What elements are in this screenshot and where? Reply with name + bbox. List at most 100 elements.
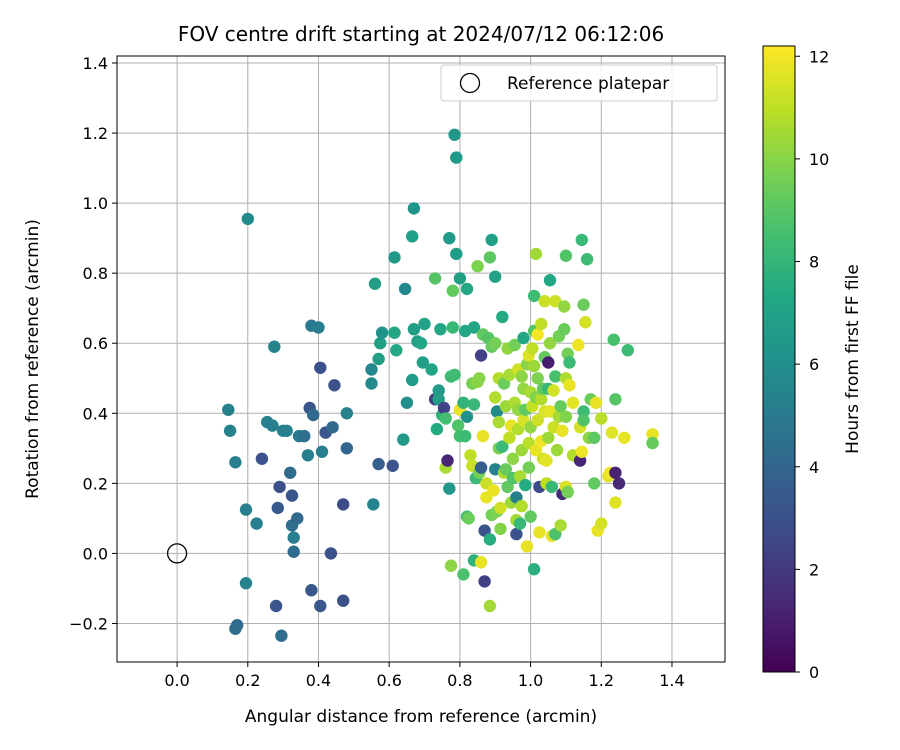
- colorbar-tick-label: 8: [809, 253, 819, 272]
- x-axis-ticks: 0.0 0.2 0.4 0.6 0.8 1.0 1.2 1.4: [164, 662, 685, 690]
- data-point: [390, 344, 403, 357]
- data-point: [326, 421, 339, 434]
- data-point: [434, 323, 447, 336]
- data-point: [563, 356, 576, 369]
- data-point: [418, 317, 431, 331]
- x-axis-label: Angular distance from reference (arcmin): [245, 707, 597, 727]
- data-point: [515, 370, 528, 383]
- colorbar-ticks: 0 2 4 6 8 10 12: [795, 47, 829, 682]
- data-point: [255, 452, 269, 465]
- chart-title: FOV centre drift starting at 2024/07/12 …: [178, 22, 664, 46]
- plot-frame: [116, 55, 726, 663]
- data-point: [457, 396, 470, 409]
- data-point: [588, 477, 601, 490]
- data-point: [428, 272, 442, 285]
- data-point: [312, 321, 325, 334]
- data-point: [605, 426, 619, 439]
- reference-point-marker: [166, 543, 188, 564]
- data-point: [464, 449, 477, 462]
- data-point: [437, 401, 451, 415]
- data-point: [559, 249, 573, 262]
- data-point: [621, 344, 634, 357]
- data-point: [545, 480, 558, 494]
- data-point: [550, 443, 564, 457]
- data-point: [492, 415, 505, 429]
- data-point: [496, 310, 509, 324]
- colorbar-tick-label: 2: [809, 560, 819, 579]
- data-point: [453, 272, 467, 285]
- data-point: [515, 499, 528, 513]
- data-point: [273, 480, 286, 494]
- data-point: [503, 431, 516, 444]
- data-point: [494, 501, 507, 515]
- data-point: [494, 522, 507, 536]
- data-point: [275, 629, 288, 642]
- colorbar-tick-label: 4: [809, 458, 819, 477]
- data-point: [535, 393, 548, 406]
- x-tick-label: 0.8: [447, 671, 472, 690]
- data-point: [580, 253, 594, 266]
- x-tick-label: 1.4: [659, 671, 684, 690]
- data-point: [372, 457, 385, 471]
- data-point: [446, 284, 459, 297]
- data-point: [448, 368, 461, 381]
- colorbar-label: Hours from first FF file: [843, 264, 863, 454]
- data-point: [496, 440, 509, 453]
- data-point: [575, 445, 588, 458]
- data-point: [223, 424, 237, 437]
- data-point: [324, 547, 338, 560]
- data-point: [577, 405, 590, 418]
- data-point: [222, 403, 235, 416]
- data-point: [241, 212, 254, 226]
- data-point: [368, 277, 382, 290]
- data-point: [340, 442, 353, 455]
- colorbar: 0 2 4 6 8 10 12 Hours from first FF file: [762, 45, 863, 682]
- data-point: [543, 274, 557, 287]
- data-point: [549, 295, 562, 308]
- data-point: [535, 317, 548, 331]
- data-point: [280, 424, 293, 437]
- data-point: [444, 559, 458, 572]
- data-point: [239, 503, 253, 516]
- data-point: [450, 151, 463, 164]
- data-point: [474, 556, 488, 569]
- scatter-points: [222, 128, 659, 642]
- data-point: [489, 337, 502, 350]
- data-point: [388, 251, 401, 264]
- data-point: [397, 433, 410, 446]
- data-point: [527, 359, 541, 373]
- data-point: [406, 230, 419, 243]
- data-point: [460, 410, 474, 423]
- data-point: [271, 501, 284, 515]
- data-point: [533, 526, 546, 539]
- x-tick-label: 1.0: [518, 671, 543, 690]
- data-point: [328, 379, 341, 392]
- data-point: [531, 414, 544, 427]
- x-tick-label: 0.0: [164, 671, 189, 690]
- x-tick-label: 0.4: [306, 671, 331, 690]
- data-point: [485, 233, 498, 247]
- data-point: [284, 466, 297, 479]
- data-point: [589, 396, 603, 409]
- y-tick-label: 1.4: [83, 54, 108, 73]
- data-point: [483, 533, 497, 546]
- data-point: [443, 232, 456, 245]
- data-point: [314, 599, 327, 613]
- data-point: [367, 498, 380, 511]
- data-point: [337, 594, 350, 607]
- data-point: [239, 577, 253, 590]
- data-point: [540, 454, 553, 467]
- data-point: [579, 316, 592, 329]
- data-point: [407, 323, 421, 336]
- data-point: [337, 498, 350, 511]
- legend-entry-reference: Reference platepar: [507, 74, 669, 94]
- data-point: [483, 599, 497, 613]
- data-point: [250, 517, 263, 530]
- data-point: [531, 372, 544, 385]
- data-point: [566, 396, 580, 409]
- data-point: [558, 323, 571, 336]
- data-point: [425, 363, 438, 376]
- x-tick-label: 0.2: [235, 671, 260, 690]
- data-point: [522, 461, 535, 474]
- data-point: [506, 452, 520, 465]
